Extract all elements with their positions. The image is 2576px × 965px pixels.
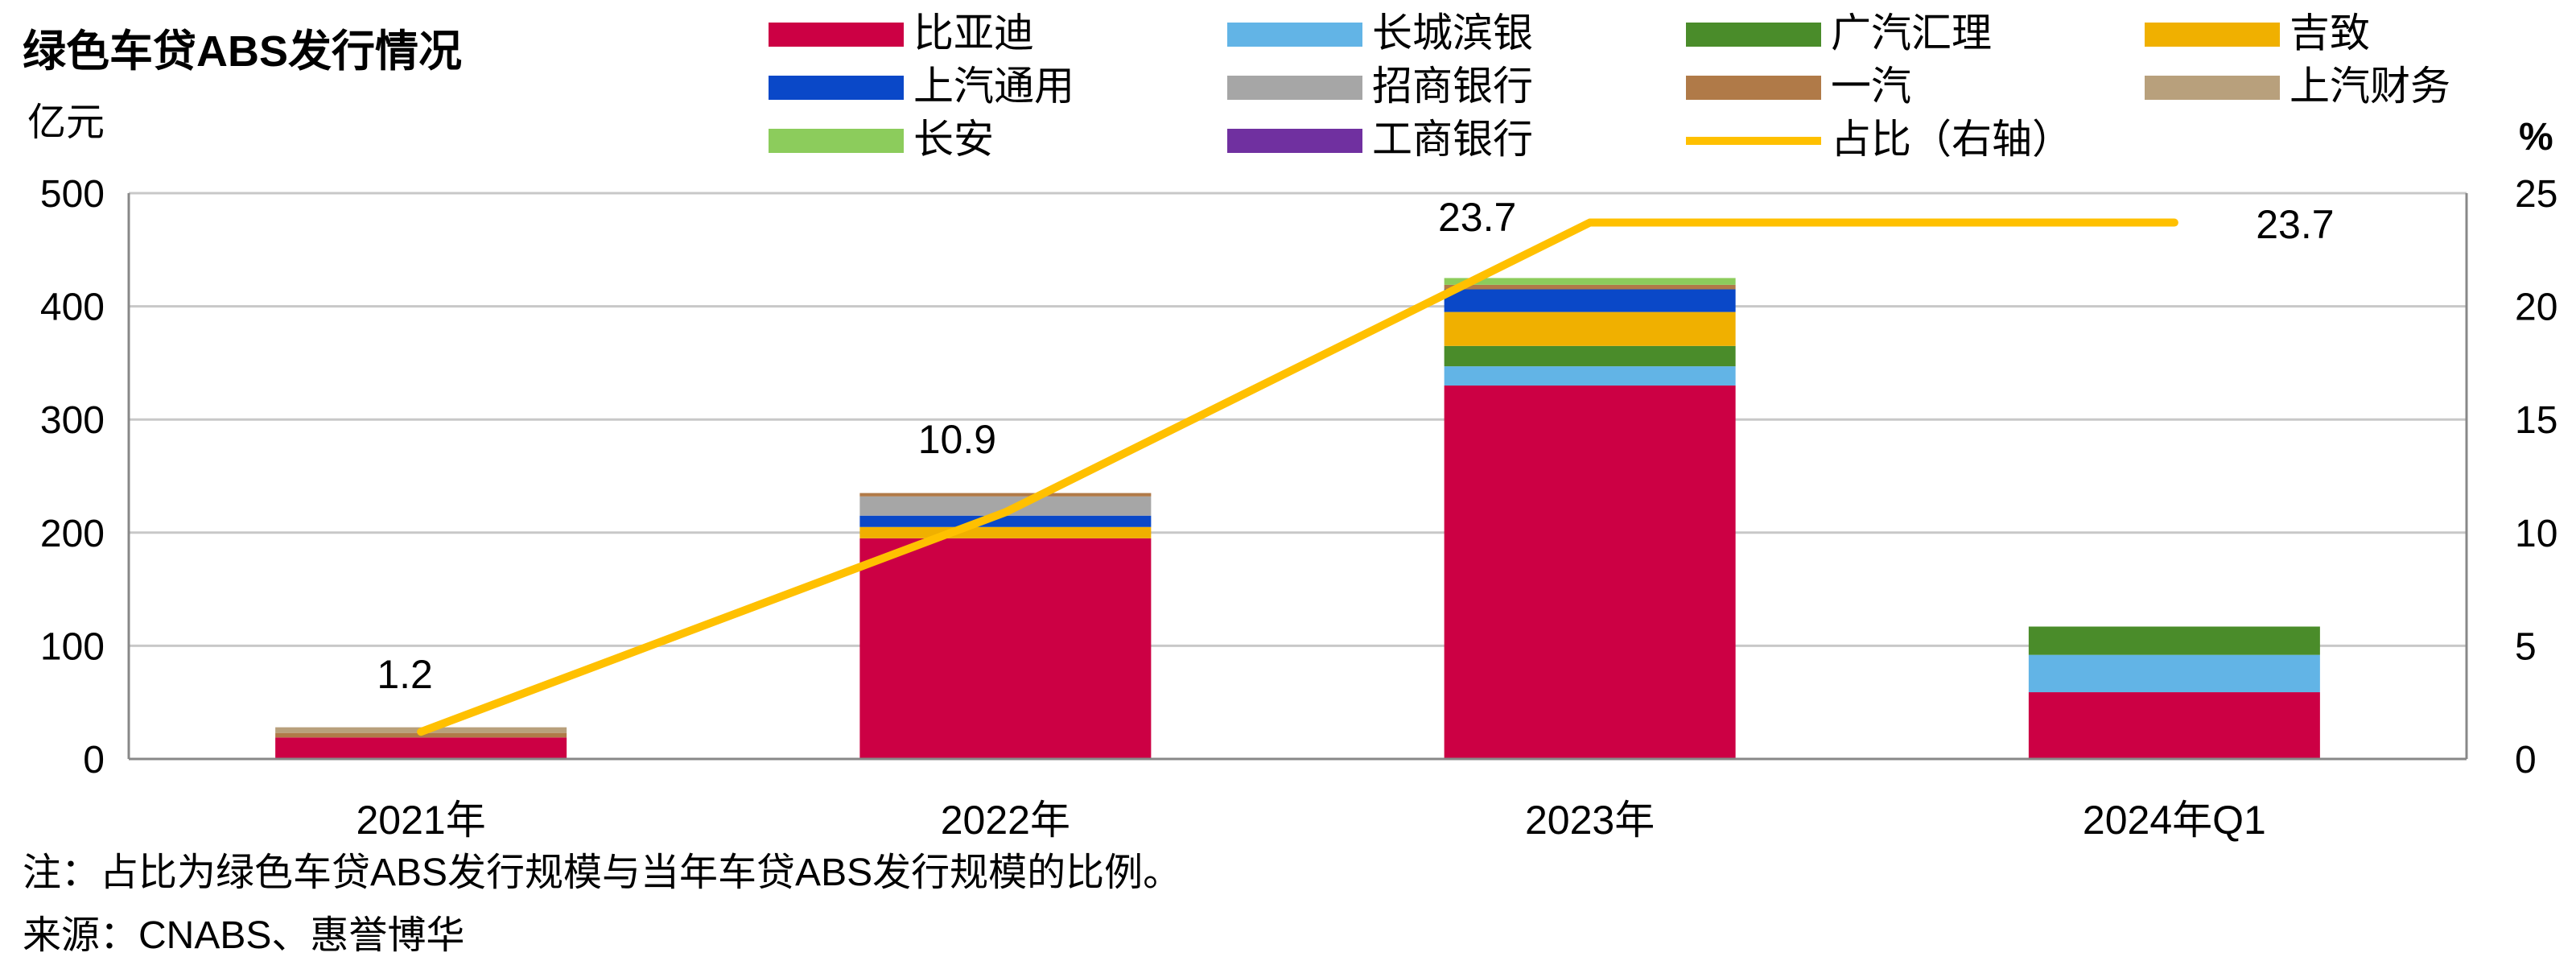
legend-label: 上汽财务 [2290, 64, 2450, 109]
share-line: 1.2 10.9 23.7 23.7 [377, 195, 2335, 736]
legend-swatch [1686, 76, 1821, 100]
bar-segment [1444, 366, 1736, 386]
bar-segment [2028, 654, 2320, 693]
legend-swatch [1686, 23, 1821, 47]
legend-swatch [2145, 76, 2280, 100]
share-point [420, 731, 422, 733]
bars [275, 278, 2320, 759]
bar-segment [2028, 626, 2320, 655]
legend-swatch [769, 76, 904, 100]
share-point [2173, 221, 2175, 224]
bar-segment [1444, 345, 1736, 367]
legend-label: 吉致 [2290, 10, 2370, 56]
share-point [1589, 221, 1591, 224]
bar-segment [275, 737, 567, 759]
legend-label: 长城滨银 [1372, 10, 1533, 56]
category-label: 2024年Q1 [2083, 798, 2266, 843]
right-tick-label: 0 [2515, 739, 2537, 781]
legend-label: 工商银行 [1372, 117, 1533, 162]
bar-segment [859, 515, 1152, 527]
legend-swatch [1227, 129, 1362, 153]
legend-label: 占比（右轴） [1831, 117, 2072, 162]
legend-label: 一汽 [1831, 64, 1911, 109]
left-axis-unit: 亿元 [27, 101, 105, 144]
legend-label: 上汽通用 [913, 64, 1074, 109]
bar-segment [859, 526, 1152, 538]
data-label: 1.2 [377, 652, 433, 697]
legend-label: 长安 [913, 117, 994, 162]
bar-segment [1444, 284, 1736, 290]
legend-swatch [769, 23, 904, 47]
legend-swatch [1227, 76, 1362, 100]
legend-swatch [1227, 23, 1362, 47]
legend-label: 比亚迪 [913, 10, 1034, 56]
share-line-path [417, 218, 2178, 736]
category-label: 2022年 [941, 798, 1070, 843]
bar-segment [1444, 289, 1736, 312]
legend-label: 招商银行 [1372, 64, 1533, 109]
bar-segment [1444, 311, 1736, 346]
left-tick-label: 200 [40, 513, 105, 555]
right-tick-label: 15 [2515, 399, 2557, 442]
legend-swatch [2145, 23, 2280, 47]
bar-segment [2028, 692, 2320, 759]
bar-segment [859, 493, 1152, 497]
footnote: 注：占比为绿色车贷ABS发行规模与当年车贷ABS发行规模的比例。 [23, 852, 1181, 894]
source-note: 来源：CNABS、惠誉博华 [23, 914, 464, 957]
left-tick-label: 0 [83, 739, 105, 781]
left-tick-label: 400 [40, 287, 105, 329]
bar-segment [1444, 278, 1736, 285]
data-label: 10.9 [918, 417, 996, 462]
left-tick-label: 100 [40, 625, 105, 668]
chart-title: 绿色车贷ABS发行情况 [23, 27, 462, 76]
category-label: 2023年 [1525, 798, 1655, 843]
data-label: 23.7 [1438, 195, 1516, 240]
axes: 0 100 200 300 400 500 0 5 10 15 20 25 2021年 2022年 2023… [40, 173, 2557, 843]
legend-swatch [769, 129, 904, 153]
right-tick-label: 25 [2515, 173, 2557, 216]
right-axis-unit: % [2519, 116, 2553, 159]
left-tick-label: 500 [40, 173, 105, 216]
bar-segment [859, 538, 1152, 759]
category-label: 2021年 [357, 798, 486, 843]
share-point [1004, 511, 1007, 513]
bar-segment [1444, 386, 1736, 759]
right-tick-label: 20 [2515, 287, 2557, 329]
right-tick-label: 10 [2515, 513, 2557, 555]
data-label: 23.7 [2256, 202, 2334, 247]
left-tick-label: 300 [40, 399, 105, 442]
bar-segment [859, 496, 1152, 516]
legend-label: 广汽汇理 [1831, 10, 1992, 56]
right-tick-label: 5 [2515, 625, 2537, 668]
